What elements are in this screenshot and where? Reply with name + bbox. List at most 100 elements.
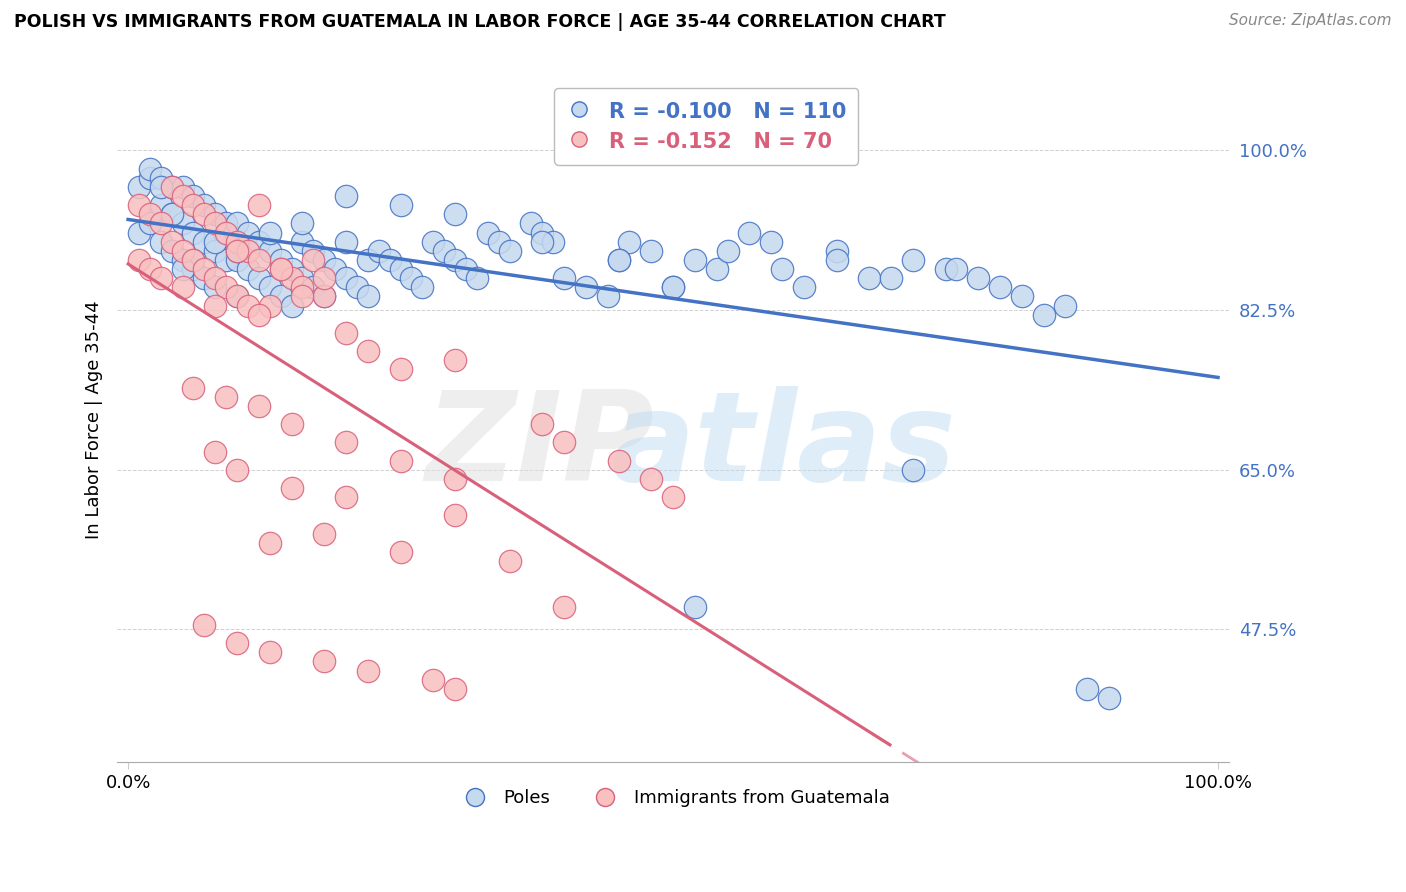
Point xyxy=(706,262,728,277)
Point xyxy=(215,280,238,294)
Point xyxy=(139,216,162,230)
Point xyxy=(183,252,205,267)
Point xyxy=(389,453,412,467)
Point xyxy=(302,252,325,267)
Point xyxy=(607,252,630,267)
Point xyxy=(259,280,281,294)
Point xyxy=(770,262,793,277)
Point xyxy=(988,280,1011,294)
Point xyxy=(280,271,302,285)
Point xyxy=(183,189,205,203)
Point xyxy=(160,235,183,249)
Point xyxy=(226,252,249,267)
Point xyxy=(128,226,150,240)
Point xyxy=(357,344,380,359)
Point xyxy=(270,252,292,267)
Point xyxy=(172,280,194,294)
Point xyxy=(1098,690,1121,705)
Point xyxy=(335,326,357,340)
Point xyxy=(1076,681,1098,696)
Point xyxy=(215,216,238,230)
Point xyxy=(247,252,270,267)
Point xyxy=(226,636,249,650)
Point xyxy=(335,235,357,249)
Point xyxy=(259,299,281,313)
Point xyxy=(323,262,346,277)
Point xyxy=(291,216,314,230)
Point xyxy=(204,244,226,258)
Point xyxy=(226,289,249,303)
Point xyxy=(280,417,302,432)
Point xyxy=(247,198,270,212)
Point xyxy=(880,271,903,285)
Point xyxy=(172,189,194,203)
Point xyxy=(378,252,401,267)
Point xyxy=(215,226,238,240)
Point xyxy=(422,235,444,249)
Point xyxy=(531,417,554,432)
Point xyxy=(662,490,685,504)
Point xyxy=(160,207,183,221)
Point xyxy=(226,235,249,249)
Point xyxy=(716,244,738,258)
Point xyxy=(270,289,292,303)
Point xyxy=(139,262,162,277)
Point xyxy=(640,472,662,486)
Point xyxy=(128,252,150,267)
Point xyxy=(172,252,194,267)
Point xyxy=(291,271,314,285)
Point xyxy=(128,180,150,194)
Point xyxy=(183,381,205,395)
Point xyxy=(302,244,325,258)
Point xyxy=(139,170,162,185)
Point xyxy=(553,435,575,450)
Point xyxy=(247,271,270,285)
Point xyxy=(444,207,467,221)
Point xyxy=(858,271,880,285)
Point xyxy=(183,262,205,277)
Point xyxy=(465,271,488,285)
Point xyxy=(314,271,336,285)
Point xyxy=(259,536,281,550)
Point xyxy=(226,216,249,230)
Point xyxy=(314,252,336,267)
Point xyxy=(226,244,249,258)
Point xyxy=(204,444,226,458)
Point xyxy=(193,262,215,277)
Point xyxy=(280,262,302,277)
Point xyxy=(204,235,226,249)
Text: POLISH VS IMMIGRANTS FROM GUATEMALA IN LABOR FORCE | AGE 35-44 CORRELATION CHART: POLISH VS IMMIGRANTS FROM GUATEMALA IN L… xyxy=(14,13,946,31)
Point xyxy=(367,244,389,258)
Point xyxy=(662,280,685,294)
Point xyxy=(683,599,706,614)
Point xyxy=(357,289,380,303)
Point xyxy=(575,280,598,294)
Point xyxy=(149,180,172,194)
Point xyxy=(477,226,499,240)
Legend: Poles, Immigrants from Guatemala: Poles, Immigrants from Guatemala xyxy=(450,782,897,814)
Text: ZIP: ZIP xyxy=(425,386,654,508)
Point xyxy=(553,599,575,614)
Point xyxy=(759,235,782,249)
Point xyxy=(541,235,564,249)
Point xyxy=(172,262,194,277)
Point xyxy=(335,435,357,450)
Point xyxy=(259,645,281,659)
Point xyxy=(314,654,336,668)
Point xyxy=(607,252,630,267)
Point xyxy=(183,252,205,267)
Point xyxy=(901,252,924,267)
Point xyxy=(314,289,336,303)
Point xyxy=(204,207,226,221)
Point xyxy=(160,244,183,258)
Point xyxy=(553,271,575,285)
Point xyxy=(226,289,249,303)
Point xyxy=(596,289,619,303)
Point xyxy=(444,681,467,696)
Point xyxy=(444,472,467,486)
Point xyxy=(346,280,368,294)
Point xyxy=(160,180,183,194)
Point xyxy=(531,226,554,240)
Point xyxy=(149,271,172,285)
Point xyxy=(335,490,357,504)
